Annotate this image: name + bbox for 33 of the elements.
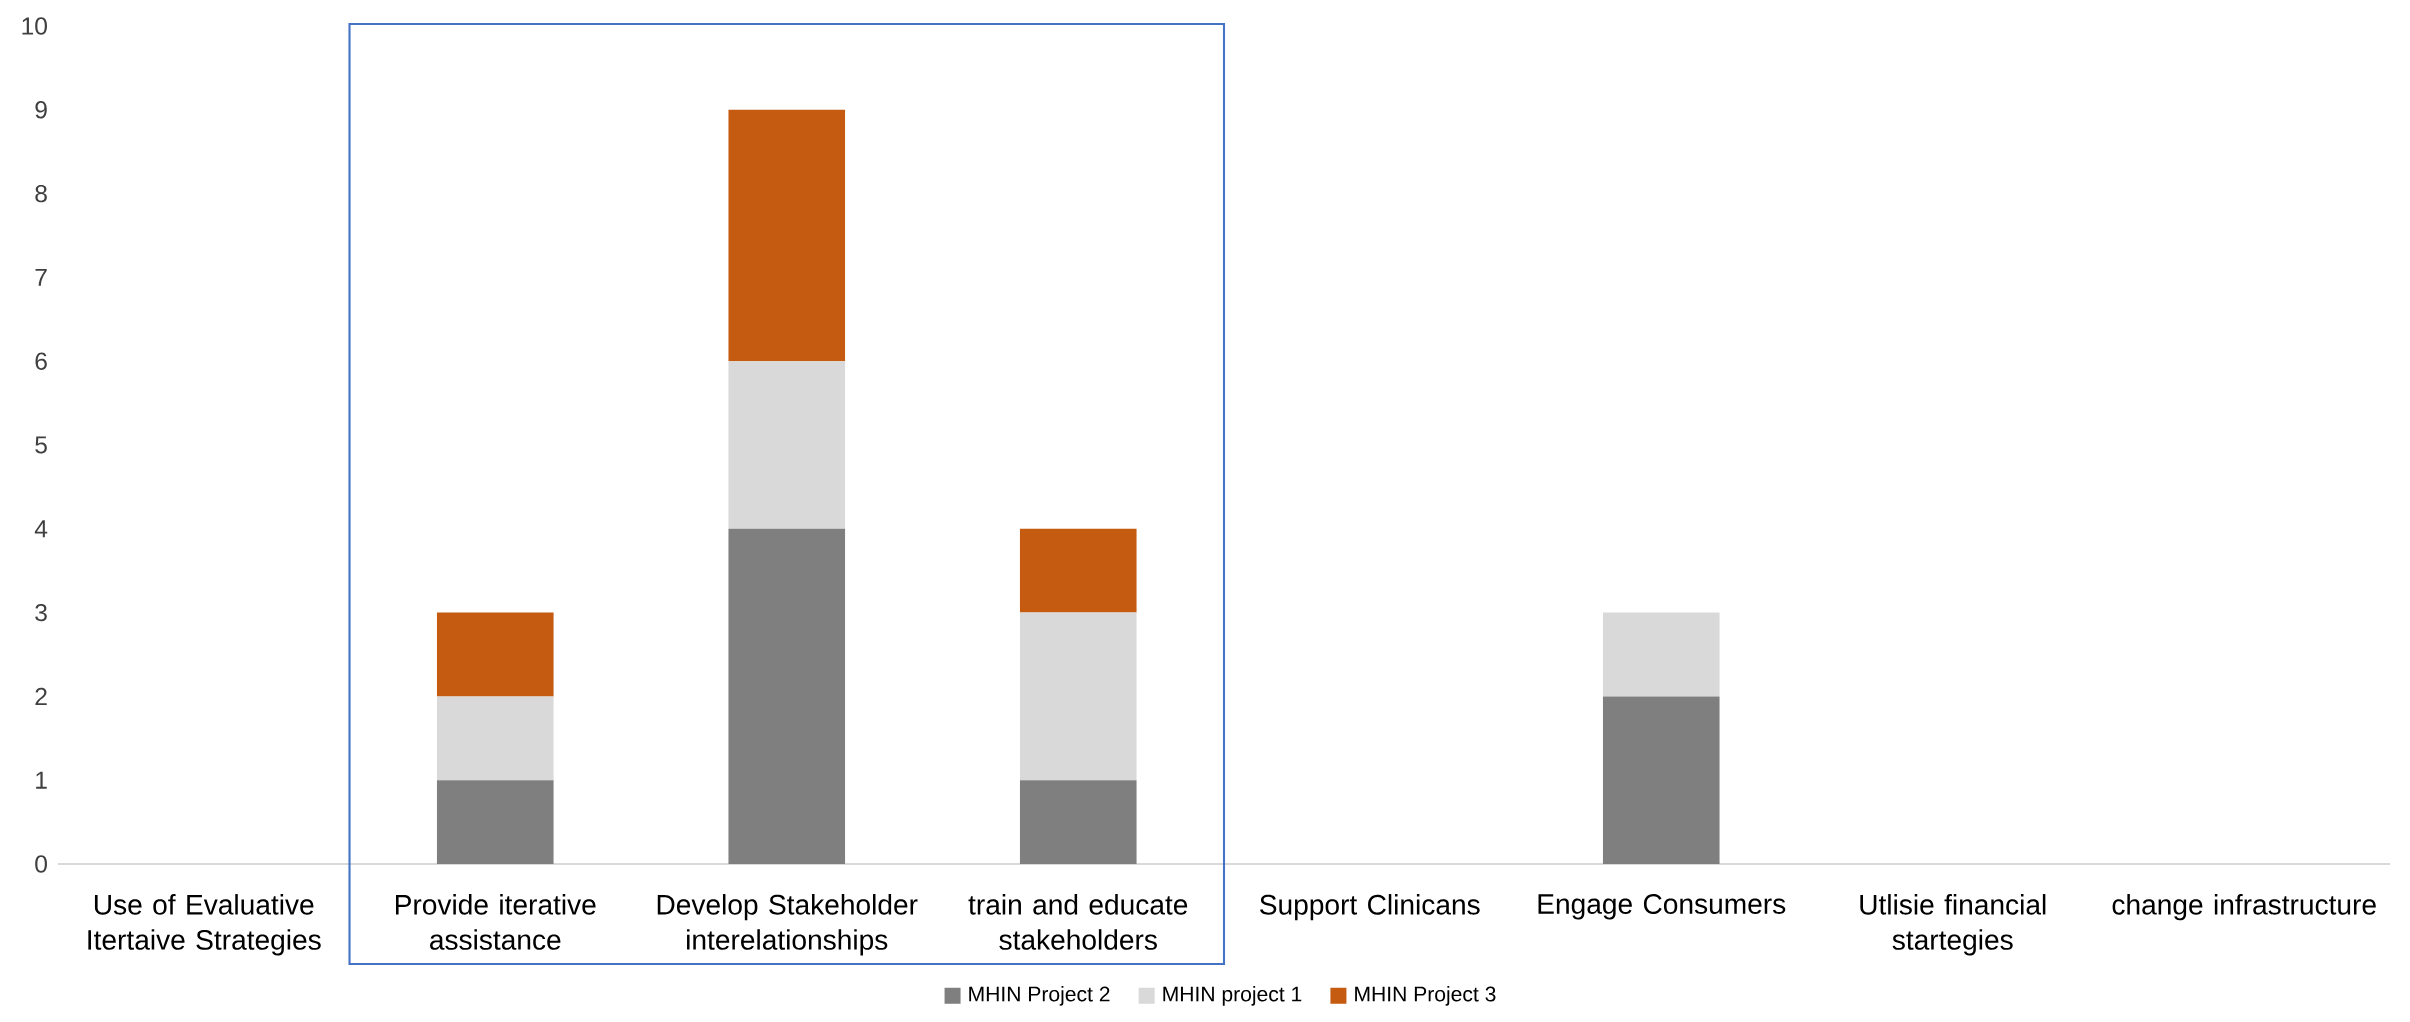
y-tick-label: 5 bbox=[35, 436, 47, 454]
bar bbox=[728, 361, 846, 529]
x-tick-label: Engage Consumers bbox=[1538, 894, 1786, 920]
y-tick-label: 10 bbox=[22, 17, 47, 35]
x-tick-label: change infrastructure bbox=[2112, 894, 2376, 921]
bar bbox=[728, 528, 846, 864]
y-tick-label: 9 bbox=[35, 101, 47, 119]
x-tick-label: Develop Stakeholder interelationships bbox=[657, 894, 918, 956]
y-tick-label: 4 bbox=[34, 520, 48, 538]
x-tick-label: Provide iterative assistance bbox=[396, 894, 596, 950]
y-tick-label: 3 bbox=[35, 603, 47, 622]
x-tick-label: train and educate stakeholders bbox=[968, 894, 1188, 950]
y-tick-label: 7 bbox=[35, 268, 47, 286]
bar bbox=[1019, 612, 1137, 781]
x-tick-label: Use of Evaluative Itertaive Strategies bbox=[88, 894, 321, 956]
legend-label: MHIN project 1 bbox=[1163, 985, 1302, 1006]
bar bbox=[1019, 528, 1137, 613]
y-tick-label: 8 bbox=[35, 184, 47, 203]
x-tick-label: Support Clinicans bbox=[1260, 894, 1480, 921]
y-tick-label: 1 bbox=[36, 771, 47, 789]
bar bbox=[436, 612, 554, 697]
y-tick-label: 0 bbox=[35, 855, 47, 873]
bar bbox=[728, 109, 846, 362]
bar bbox=[1602, 612, 1720, 697]
bar bbox=[1019, 780, 1137, 864]
y-tick-label: 2 bbox=[35, 687, 47, 705]
bar bbox=[1602, 696, 1720, 864]
bar bbox=[436, 780, 554, 864]
legend-label: MHIN Project 2 bbox=[969, 985, 1110, 1006]
x-tick-label: Utlisie financial startegies bbox=[1860, 894, 2046, 956]
legend-label: MHIN Project 3 bbox=[1355, 985, 1496, 1006]
bar bbox=[436, 696, 554, 781]
y-tick-label: 6 bbox=[35, 352, 47, 370]
